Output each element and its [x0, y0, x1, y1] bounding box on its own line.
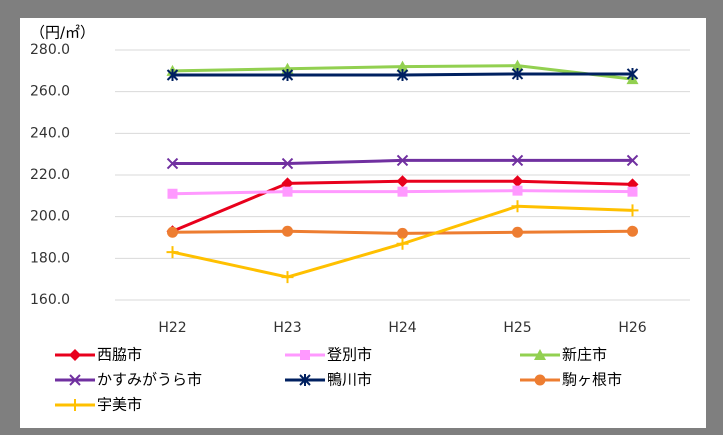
marker [282, 186, 293, 197]
legend-label: 宇美市 [97, 396, 142, 414]
y-tick-label: 200.0 [30, 209, 70, 225]
marker [166, 157, 179, 170]
chart-area [20, 18, 706, 428]
marker [627, 225, 638, 237]
marker [511, 175, 524, 188]
y-tick-label: 280.0 [30, 42, 70, 58]
marker [167, 226, 178, 238]
marker [511, 67, 524, 80]
marker [282, 225, 293, 237]
marker [299, 374, 311, 386]
x-tick-label: H24 [388, 320, 416, 336]
marker [512, 185, 523, 196]
y-tick-label: 220.0 [30, 167, 70, 183]
legend-label: 登別市 [327, 346, 372, 364]
legend-label: 駒ヶ根市 [562, 371, 622, 389]
marker [166, 246, 179, 259]
marker [534, 349, 546, 360]
marker [396, 237, 409, 250]
y-tick-label: 180.0 [30, 250, 70, 266]
legend-label: 西脇市 [97, 346, 142, 364]
marker [281, 177, 294, 190]
marker [511, 59, 524, 71]
marker [69, 374, 81, 386]
marker [511, 200, 524, 213]
legend-label: かすみがうら市 [97, 371, 202, 389]
marker [281, 271, 294, 284]
marker [69, 399, 81, 411]
marker [281, 69, 294, 81]
marker [511, 154, 524, 167]
marker [167, 188, 178, 199]
x-tick-label: H26 [618, 320, 646, 336]
marker [396, 175, 409, 188]
marker [397, 227, 408, 239]
marker [396, 60, 409, 72]
marker [300, 350, 310, 360]
marker [512, 226, 523, 238]
marker [396, 69, 409, 81]
marker [626, 154, 639, 167]
marker [626, 204, 639, 217]
marker [166, 69, 179, 81]
marker [534, 374, 546, 386]
y-axis-label: （円/㎡） [30, 24, 95, 42]
x-tick-label: H25 [503, 320, 531, 336]
x-tick-label: H22 [158, 320, 186, 336]
y-tick-label: 260.0 [30, 84, 70, 100]
marker [397, 186, 408, 197]
marker [69, 349, 81, 361]
marker [396, 154, 409, 167]
x-tick-label: H23 [273, 320, 301, 336]
legend-label: 鴨川市 [327, 371, 372, 389]
y-tick-label: 240.0 [30, 125, 70, 141]
marker [626, 67, 639, 80]
marker [627, 186, 638, 197]
legend-label: 新庄市 [562, 346, 607, 364]
y-tick-label: 160.0 [30, 292, 70, 308]
marker [281, 157, 294, 170]
